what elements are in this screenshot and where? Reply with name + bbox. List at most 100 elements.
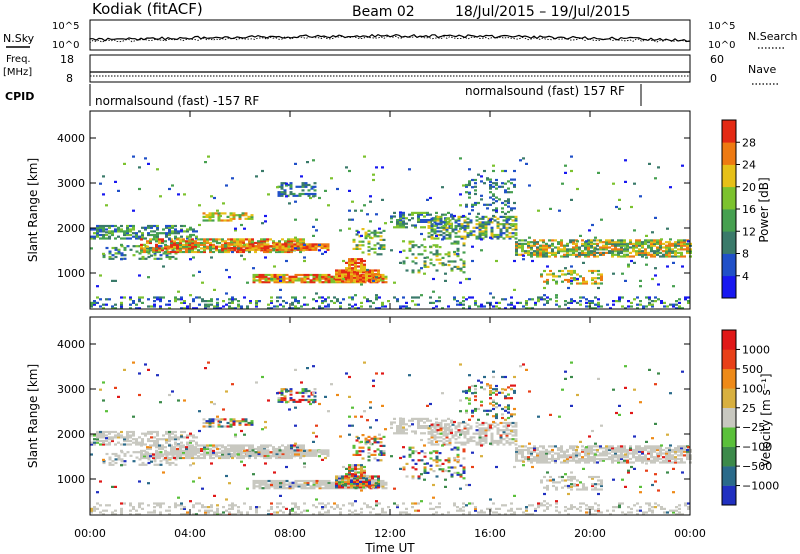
power-cell — [543, 269, 546, 273]
power-cell — [208, 214, 212, 217]
power-cell — [234, 298, 237, 301]
power-cell — [282, 300, 285, 303]
power-cell — [537, 300, 540, 303]
velocity-cell — [405, 423, 408, 426]
velocity-cell — [548, 457, 551, 461]
velocity-cell — [382, 450, 386, 453]
velocity-cell — [141, 438, 144, 441]
power-cell — [384, 222, 387, 225]
velocity-cell — [377, 480, 380, 483]
power-cell — [641, 250, 644, 253]
power-cell — [205, 214, 209, 217]
power-cell — [474, 182, 477, 185]
power-cell — [668, 250, 671, 253]
power-cell — [481, 226, 485, 229]
power-cell — [242, 245, 246, 248]
power-cell — [182, 245, 185, 248]
velocity-cell — [486, 413, 489, 416]
power-cell — [462, 262, 466, 265]
power-cell — [457, 219, 461, 222]
power-cell — [237, 300, 240, 303]
power-cell — [141, 235, 144, 238]
power-cell — [191, 241, 194, 245]
velocity-cell — [572, 447, 575, 450]
power-cell — [408, 213, 411, 216]
velocity-cell — [478, 439, 482, 443]
velocity-cell — [614, 456, 617, 459]
velocity-cell — [93, 443, 96, 446]
power-cell — [315, 300, 318, 303]
power-cell — [140, 238, 143, 241]
power-cell — [155, 240, 158, 243]
velocity-cell — [320, 449, 324, 452]
power-cell — [453, 298, 456, 301]
velocity-cell — [417, 417, 420, 420]
power-cell — [680, 241, 683, 244]
velocity-cell — [123, 443, 126, 446]
power-cell — [566, 255, 569, 258]
power-cell — [561, 269, 564, 273]
velocity-cell — [466, 438, 470, 441]
velocity-cell — [335, 486, 338, 489]
velocity-cell — [117, 432, 120, 435]
velocity-cell — [108, 432, 111, 435]
velocity-cell — [221, 453, 224, 456]
power-cell — [515, 253, 518, 256]
power-cell — [312, 273, 316, 277]
power-cell — [152, 249, 155, 252]
power-cell — [240, 223, 243, 227]
power-cell — [678, 298, 681, 301]
velocity-cell — [567, 484, 570, 488]
velocity-cell — [530, 459, 533, 462]
velocity-cell — [530, 452, 533, 455]
power-cell — [224, 243, 227, 246]
power-cell — [279, 281, 283, 284]
power-cell — [614, 242, 617, 245]
power-cell — [423, 249, 427, 252]
velocity-cell — [623, 447, 626, 450]
velocity-cell — [353, 486, 356, 489]
velocity-cell — [665, 457, 668, 461]
power-cell — [566, 250, 569, 253]
power-cell — [650, 239, 653, 242]
power-cell — [216, 305, 219, 308]
power-cell — [635, 244, 638, 247]
velocity-cell — [560, 456, 563, 459]
power-y-label: Slant Range [km] — [26, 158, 40, 262]
velocity-cell — [536, 447, 539, 450]
power-cell — [591, 278, 594, 282]
velocity-cell — [185, 449, 188, 452]
velocity-cell — [638, 459, 641, 462]
power-cell — [158, 250, 161, 254]
velocity-cell — [374, 479, 377, 482]
power-cell — [450, 260, 454, 263]
velocity-cell — [290, 452, 294, 456]
power-cell — [215, 247, 218, 250]
power-cell — [264, 273, 268, 277]
velocity-cell — [659, 450, 662, 453]
power-cell — [572, 248, 575, 251]
power-cell — [608, 239, 611, 242]
velocity-cell — [324, 485, 328, 488]
power-cell — [374, 280, 377, 283]
power-cell — [638, 241, 641, 244]
power-cell — [645, 263, 648, 266]
velocity-cell — [505, 432, 509, 435]
power-cell — [217, 217, 221, 220]
power-cell — [654, 177, 657, 180]
power-cell — [405, 269, 409, 272]
power-cell — [105, 303, 108, 306]
velocity-cell — [481, 432, 485, 435]
velocity-cell — [518, 459, 521, 462]
power-cell — [229, 217, 233, 220]
power-cell — [367, 249, 371, 252]
velocity-cell — [557, 456, 560, 459]
power-cell — [300, 273, 304, 277]
power-cell — [572, 251, 575, 254]
power-cell — [173, 240, 176, 243]
power-cell — [454, 219, 458, 222]
power-cell — [462, 251, 466, 254]
power-cell — [582, 277, 585, 280]
power-cell — [294, 218, 297, 221]
power-cell — [508, 237, 512, 240]
